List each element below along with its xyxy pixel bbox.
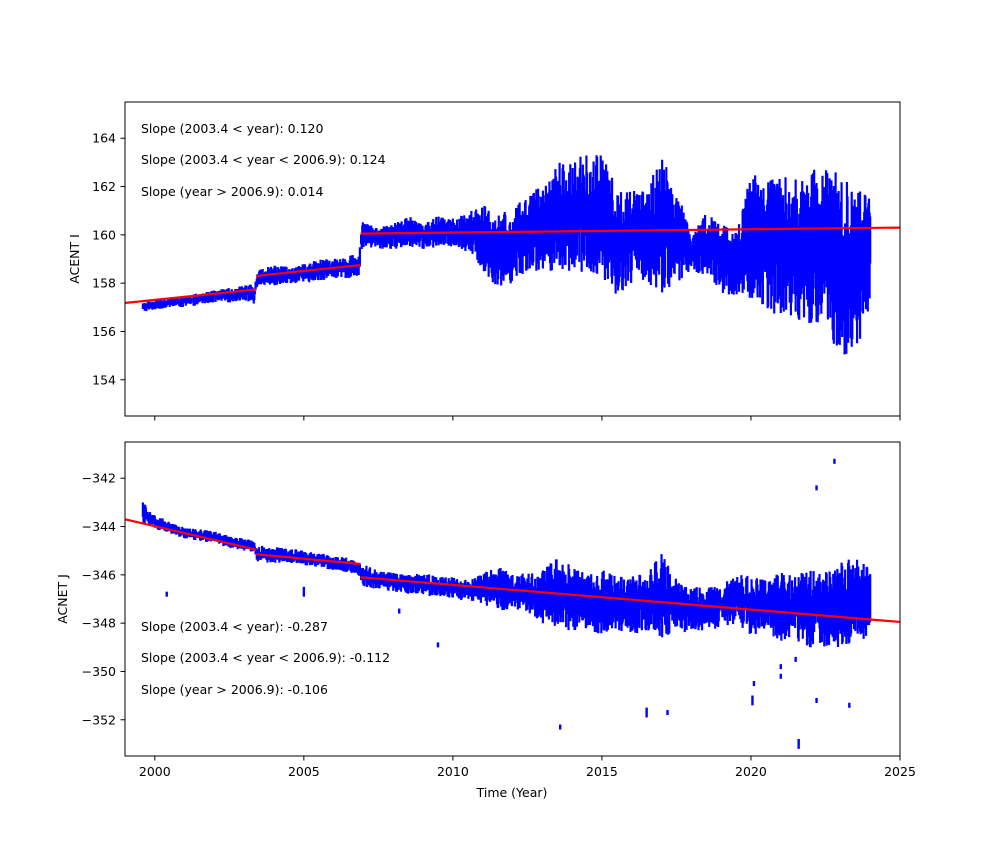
bottom-fit-line-3 [360,576,900,624]
bottom-fit-line-1 [125,518,257,551]
bottom-outlier-point [794,656,797,662]
bottom-outlier-point [302,591,306,597]
bottom-outlier-point [165,591,168,597]
top-ytick-label: 158 [92,276,116,291]
bottom-ytick-label: −344 [82,519,116,534]
top-ytick-label: 154 [92,372,116,387]
bottom-outlier-point [779,664,782,670]
bottom-outlier-point [779,673,782,679]
bottom-xtick-label: 2010 [437,764,469,779]
top-ytick-label: 162 [92,179,116,194]
top-fit-line-3 [360,226,900,235]
bottom-xtick-label: 2015 [586,764,618,779]
bottom-outlier-point [751,700,754,706]
bottom-xtick-label: 2000 [139,764,171,779]
top-annotation-3: Slope (year > 2006.9): 0.014 [141,184,323,199]
bottom-ytick-label: −352 [82,712,116,727]
top-ytick-label: 156 [92,324,116,339]
bottom-ytick-label: −350 [82,664,116,679]
bottom-outlier-point [752,681,756,687]
top-fit-lines [125,226,900,305]
bottom-outlier-point [815,485,818,491]
top-axes-frame [124,101,901,417]
bottom-outlier-point [797,743,800,749]
bottom-outlier-point [558,724,562,730]
bottom-annotation-2: Slope (2003.4 < year < 2006.9): -0.112 [141,650,390,665]
bottom-xtick-label: 2005 [288,764,320,779]
top-ticks: 154 156 158 160 162 164 [92,131,901,421]
top-ytick-label: 164 [92,131,116,146]
top-ytick-label: 160 [92,227,116,242]
bottom-annotation-1: Slope (2003.4 < year): -0.287 [141,619,328,634]
bottom-outlier-point [815,697,818,703]
bottom-outlier-point [666,710,669,716]
bottom-outlier-point [398,608,401,614]
bottom-outlier-point [645,707,648,713]
bottom-ylabel: ACNET J [55,574,70,624]
bottom-ytick-label: −342 [82,471,116,486]
bottom-fit-line-2 [256,553,361,566]
bottom-panel: 2000 2005 2010 2015 2020 2025 −352 −350 −348 −346… [55,441,916,800]
bottom-outlier-point [797,739,800,745]
top-panel: 154 156 158 160 162 164 ACENT I Slope (2003.4… [67,101,901,421]
bottom-outlier-point [645,712,648,718]
bottom-outlier-point [751,695,754,701]
bottom-fit-lines [125,518,900,624]
bottom-xtick-label: 2020 [735,764,767,779]
bottom-ytick-label: −346 [82,567,116,582]
top-plot-data [141,155,872,355]
top-fit-line-2 [256,263,361,278]
bottom-outlier-point [302,586,306,592]
top-annotation-2: Slope (2003.4 < year < 2006.9): 0.124 [141,152,386,167]
bottom-axes-frame [124,441,901,757]
bottom-outlier-point [436,642,440,648]
bottom-xtick-label: 2025 [884,764,916,779]
bottom-outlier-point [833,458,836,464]
top-ylabel: ACENT I [67,234,82,284]
bottom-ytick-label: −348 [82,616,116,631]
bottom-xlabel: Time (Year) [476,785,548,800]
top-fit-line-1 [125,288,257,305]
top-annotation-1: Slope (2003.4 < year): 0.120 [141,121,323,136]
bottom-ticks: 2000 2005 2010 2015 2020 2025 −352 −350 −348 −346… [82,471,916,779]
bottom-outlier-point [848,702,851,708]
bottom-annotation-3: Slope (year > 2006.9): -0.106 [141,682,328,697]
